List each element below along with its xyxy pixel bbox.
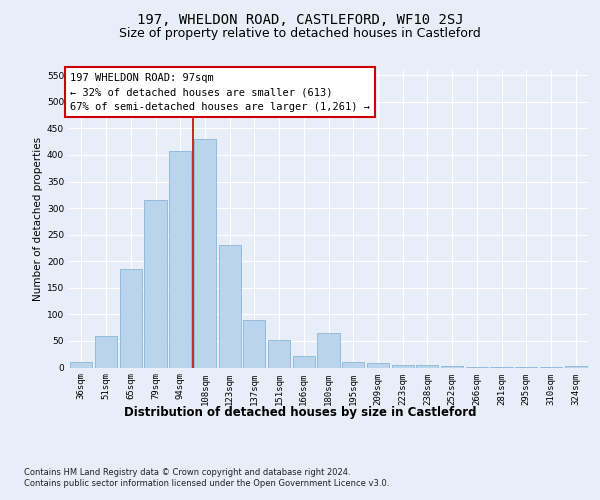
- Text: Distribution of detached houses by size in Castleford: Distribution of detached houses by size …: [124, 406, 476, 419]
- Bar: [119, 269, 142, 368]
- Bar: [540, 367, 562, 368]
- Bar: [515, 367, 538, 368]
- Bar: [70, 362, 92, 368]
- Bar: [342, 362, 364, 368]
- Bar: [243, 320, 265, 368]
- Bar: [392, 365, 414, 368]
- Text: Contains HM Land Registry data © Crown copyright and database right 2024.: Contains HM Land Registry data © Crown c…: [24, 468, 350, 477]
- Bar: [317, 333, 340, 368]
- Text: Contains public sector information licensed under the Open Government Licence v3: Contains public sector information licen…: [24, 480, 389, 488]
- Bar: [565, 366, 587, 368]
- Bar: [490, 367, 512, 368]
- Text: 197, WHELDON ROAD, CASTLEFORD, WF10 2SJ: 197, WHELDON ROAD, CASTLEFORD, WF10 2SJ: [137, 12, 463, 26]
- Bar: [218, 246, 241, 368]
- Bar: [268, 340, 290, 367]
- Text: Size of property relative to detached houses in Castleford: Size of property relative to detached ho…: [119, 28, 481, 40]
- Bar: [169, 151, 191, 368]
- Bar: [194, 139, 216, 368]
- Y-axis label: Number of detached properties: Number of detached properties: [33, 136, 43, 301]
- Bar: [466, 367, 488, 368]
- Bar: [367, 363, 389, 368]
- Bar: [95, 336, 117, 368]
- Bar: [293, 356, 315, 368]
- Text: 197 WHELDON ROAD: 97sqm
← 32% of detached houses are smaller (613)
67% of semi-d: 197 WHELDON ROAD: 97sqm ← 32% of detache…: [70, 72, 370, 112]
- Bar: [441, 366, 463, 368]
- Bar: [145, 200, 167, 368]
- Bar: [416, 366, 439, 368]
